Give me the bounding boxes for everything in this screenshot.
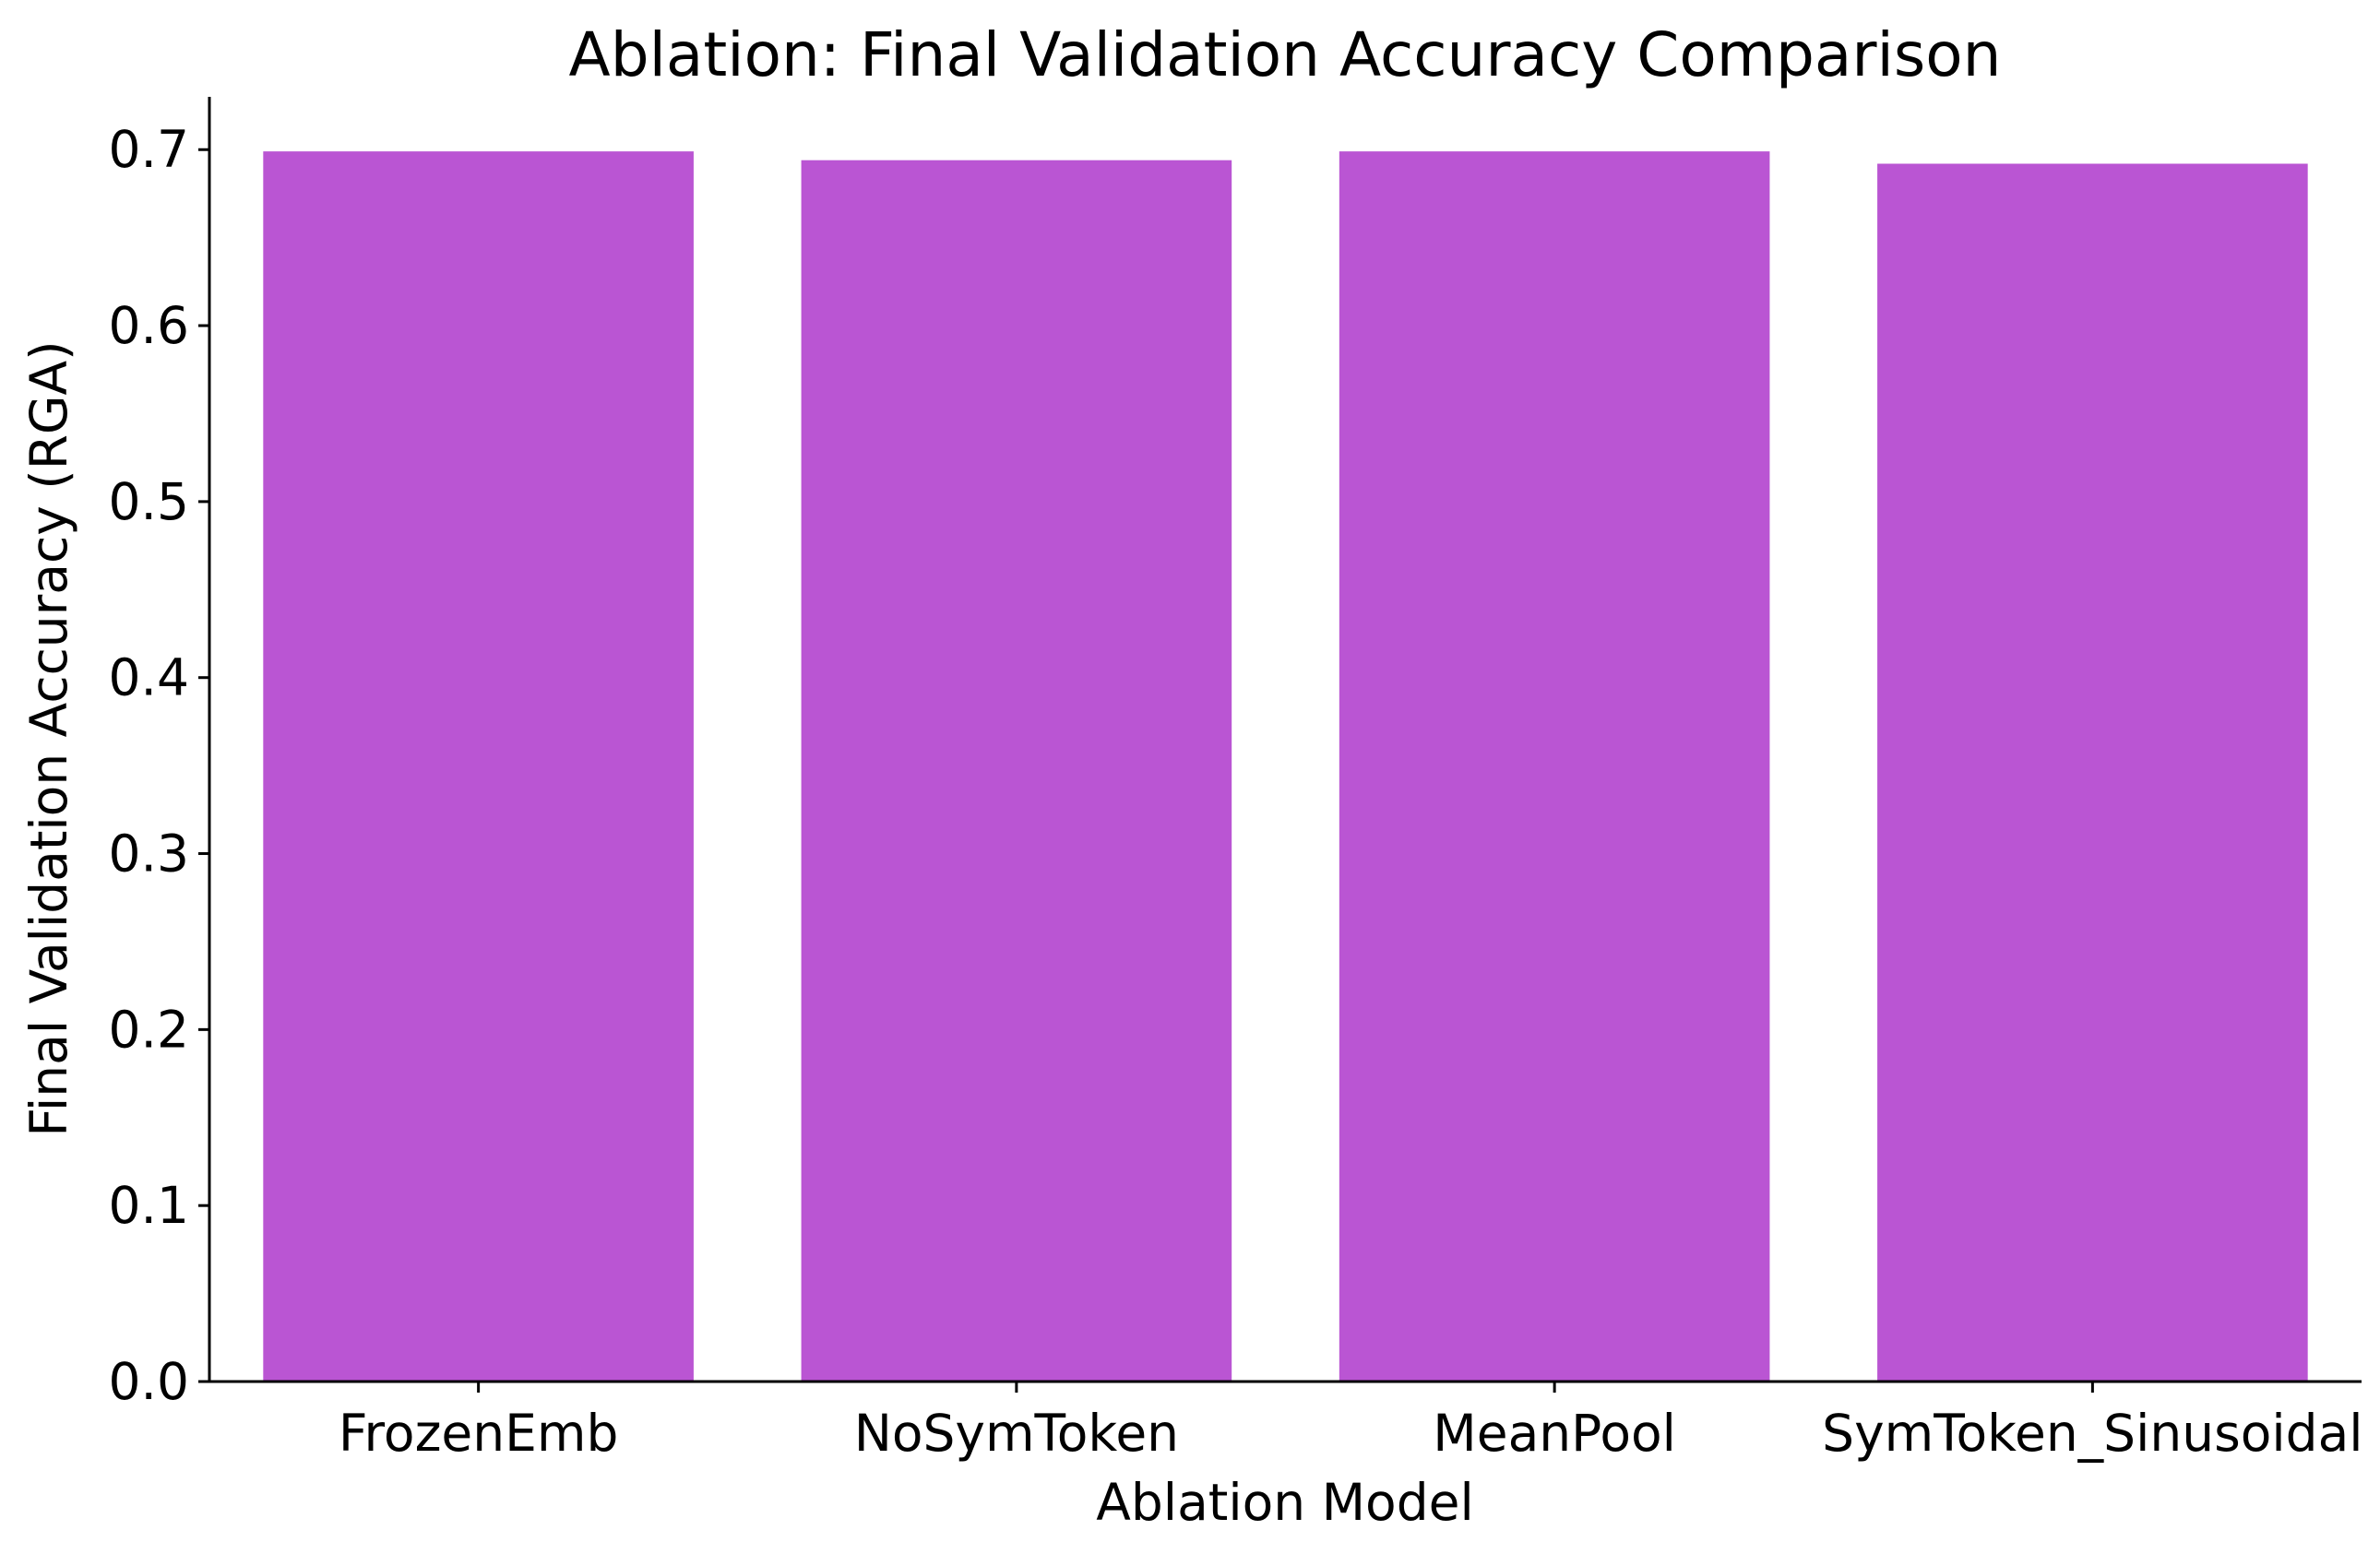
y-tick-label: 0.3 bbox=[109, 824, 189, 884]
chart-title: Ablation: Final Validation Accuracy Comp… bbox=[569, 19, 2002, 90]
y-tick-label: 0.1 bbox=[109, 1176, 189, 1235]
y-tick-label: 0.2 bbox=[109, 1000, 189, 1059]
bar-frozenemb bbox=[263, 151, 694, 1382]
bar-symtoken-sinusoidal bbox=[1877, 163, 2308, 1382]
x-axis-label: Ablation Model bbox=[1096, 1473, 1474, 1532]
x-tick-label: MeanPool bbox=[1433, 1404, 1676, 1463]
y-tick-label: 0.7 bbox=[109, 120, 189, 179]
x-tick-label: SymToken_Sinusoidal bbox=[1822, 1404, 2362, 1463]
y-tick-label: 0.0 bbox=[109, 1352, 189, 1411]
bar-meanpool bbox=[1339, 151, 1770, 1382]
y-tick-label: 0.4 bbox=[109, 648, 189, 707]
y-ticks-layer: 0.0 0.1 0.2 0.3 0.4 0.5 0.6 0.7 bbox=[109, 120, 209, 1411]
bar-nosymtoken bbox=[801, 160, 1232, 1382]
x-ticks-layer: FrozenEmb NoSymToken MeanPool SymToken_Sinu… bbox=[339, 1382, 2363, 1463]
y-axis-label: Final Validation Accuracy (RGA) bbox=[19, 340, 78, 1136]
x-tick-label: FrozenEmb bbox=[339, 1404, 619, 1463]
x-tick-label: NoSymToken bbox=[854, 1404, 1179, 1463]
bars-layer bbox=[263, 151, 2308, 1382]
y-tick-label: 0.6 bbox=[109, 296, 189, 355]
y-tick-label: 0.5 bbox=[109, 472, 189, 531]
